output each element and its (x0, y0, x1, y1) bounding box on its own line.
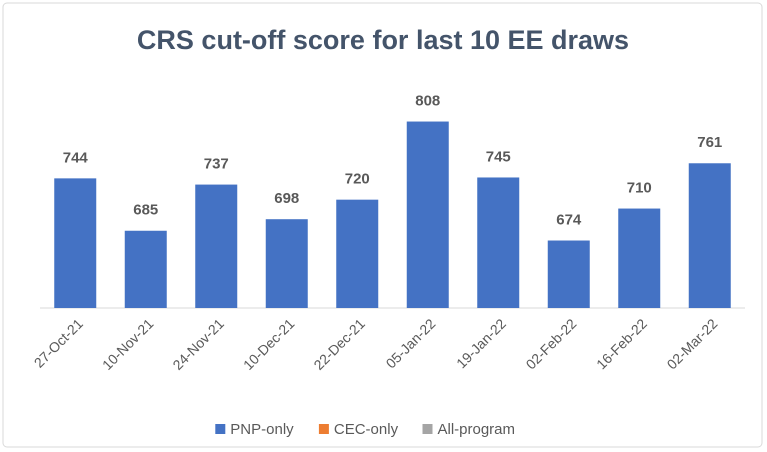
bar (477, 177, 520, 308)
data-label: 744 (63, 149, 89, 166)
data-label: 720 (345, 171, 370, 188)
data-label: 737 (204, 156, 229, 173)
legend-swatch (318, 424, 329, 434)
legend-swatch (215, 424, 226, 434)
chart-title: CRS cut-off score for last 10 EE draws (137, 25, 629, 55)
bar (124, 230, 167, 308)
bar (547, 240, 590, 308)
bar (406, 121, 449, 308)
bar (265, 219, 308, 308)
bar (195, 184, 238, 308)
data-label: 745 (486, 148, 511, 165)
bar (54, 178, 97, 308)
legend-label: PNP-only (230, 421, 294, 438)
legend-label: CEC-only (334, 421, 399, 438)
bar (336, 199, 379, 308)
data-label: 710 (627, 180, 652, 197)
data-label: 674 (556, 211, 582, 228)
legend-label: All-program (438, 421, 516, 438)
bar (618, 208, 661, 308)
data-label: 698 (274, 190, 299, 207)
chart-frame (2, 2, 763, 448)
bar (688, 163, 731, 308)
data-label: 685 (133, 202, 158, 219)
data-label: 808 (415, 93, 440, 110)
legend-swatch (422, 424, 433, 434)
data-label: 761 (697, 134, 722, 151)
